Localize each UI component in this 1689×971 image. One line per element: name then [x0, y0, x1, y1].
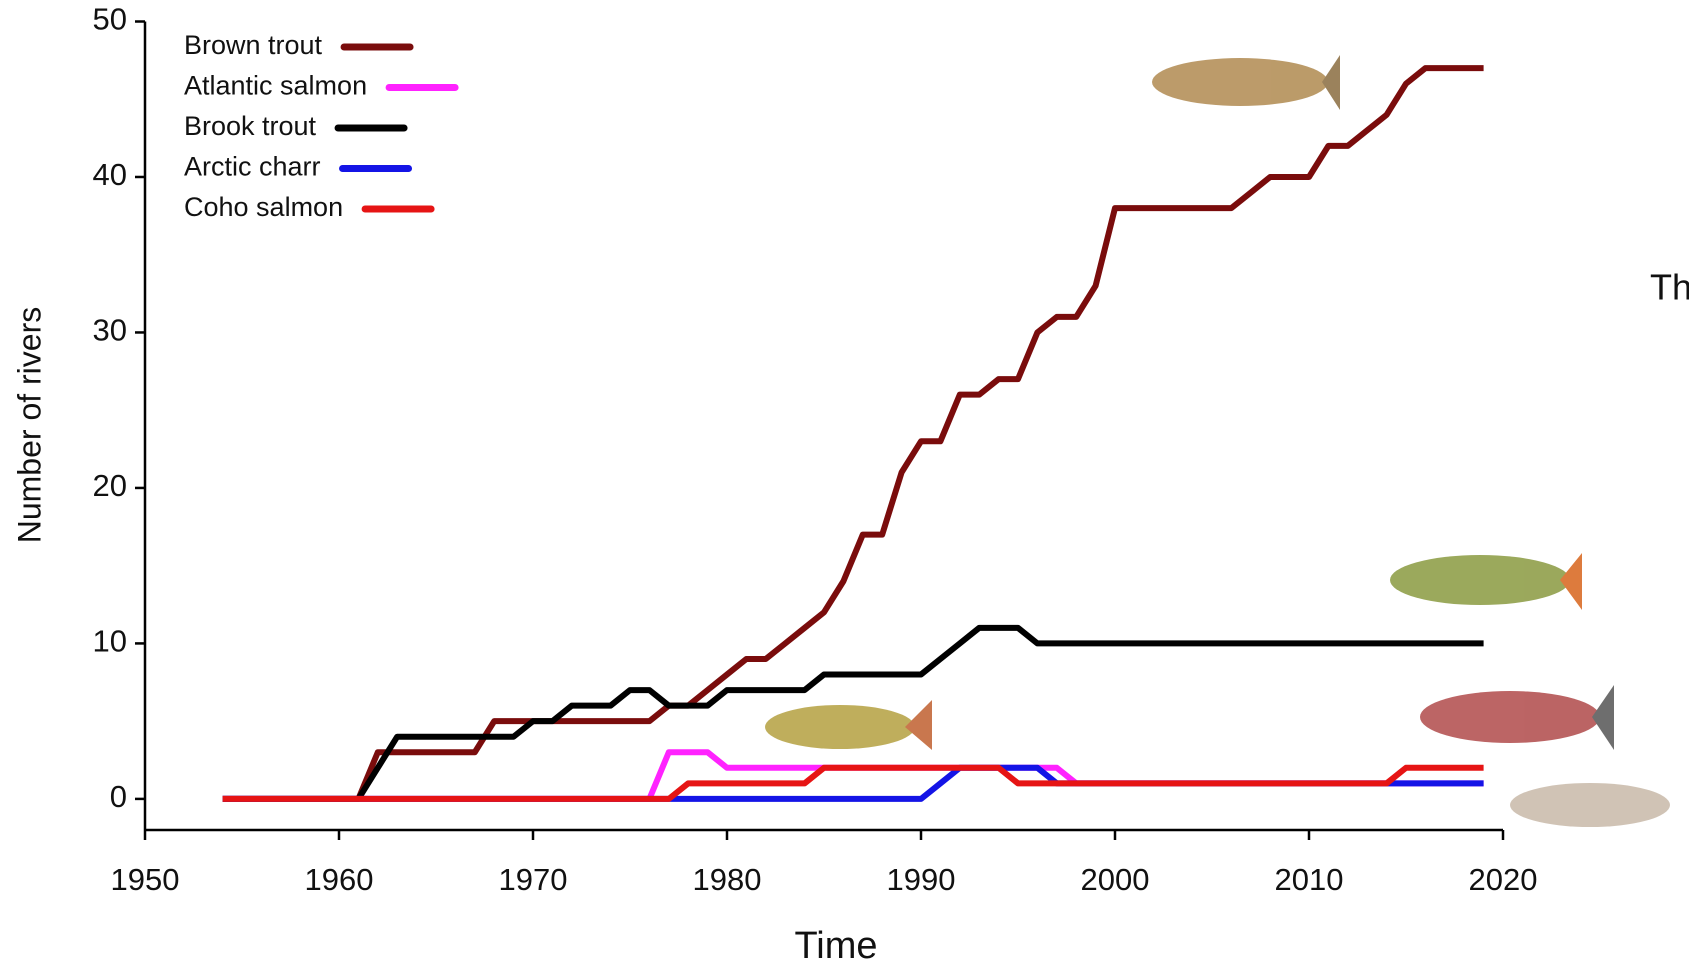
- y-tick-label: 0: [110, 779, 127, 814]
- series-line: [222, 65, 1484, 802]
- y-tick-label: 40: [93, 157, 127, 192]
- series-line: [222, 624, 1484, 802]
- legend-label: Atlantic salmon: [184, 71, 367, 101]
- legend-label: Arctic charr: [184, 152, 321, 182]
- x-tick-label: 2020: [1469, 862, 1538, 897]
- fish-decor: [765, 55, 1670, 827]
- series-line: [222, 749, 1484, 802]
- y-tick-label: 10: [93, 624, 127, 659]
- y-tick-label: 50: [93, 2, 127, 37]
- x-tick-label: 1990: [887, 862, 956, 897]
- y-axis-title: Number of rivers: [11, 307, 47, 544]
- legend-label: Brook trout: [184, 111, 317, 141]
- y-tick-label: 30: [93, 313, 127, 348]
- legend-label: Brown trout: [184, 30, 323, 60]
- x-tick-label: 2000: [1081, 862, 1150, 897]
- legend-label: Coho salmon: [184, 192, 343, 222]
- y-tick-label: 20: [93, 468, 127, 503]
- x-tick-label: 1970: [499, 862, 568, 897]
- x-axis-title: Time: [794, 925, 877, 967]
- series-line: [222, 764, 1484, 802]
- x-tick-label: 1960: [305, 862, 374, 897]
- side-text: Th: [1650, 267, 1689, 308]
- x-tick-label: 1980: [693, 862, 762, 897]
- x-tick-label: 1950: [111, 862, 180, 897]
- x-tick-label: 2010: [1275, 862, 1344, 897]
